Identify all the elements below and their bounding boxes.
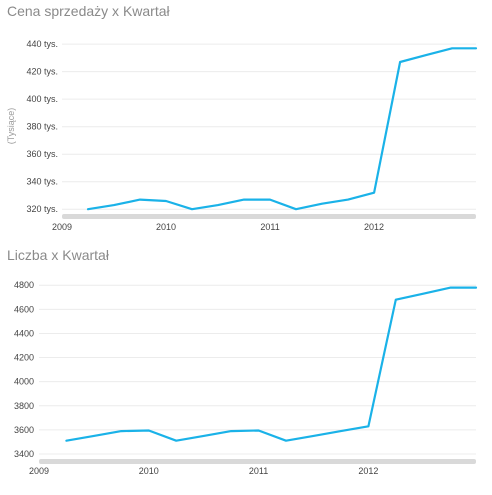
data-point[interactable] <box>319 201 325 207</box>
data-point[interactable] <box>146 427 152 433</box>
y-tick-label: 3800 <box>14 401 34 411</box>
data-point[interactable] <box>365 423 371 429</box>
chart-panel-sales-price: Cena sprzedaży x Kwartał 320 tys. 340 tys… <box>0 0 492 240</box>
data-point[interactable] <box>111 202 117 208</box>
chart-title: Cena sprzedaży x Kwartał <box>7 3 170 19</box>
data-point[interactable] <box>118 428 124 434</box>
data-point[interactable] <box>371 190 377 196</box>
data-point[interactable] <box>241 197 247 203</box>
data-point[interactable] <box>423 52 429 58</box>
data-point[interactable] <box>393 297 399 303</box>
x-axis-scrollbar[interactable] <box>39 459 476 464</box>
x-tick-label: 2009 <box>52 222 72 232</box>
x-axis-scrollbar[interactable] <box>62 214 476 219</box>
y-tick-label: 3400 <box>14 449 34 459</box>
y-tick-label: 3600 <box>14 425 34 435</box>
y-tick-label: 440 tys. <box>26 39 58 49</box>
y-tick-label: 4800 <box>14 280 34 290</box>
sales-price-chart: 320 tys. 340 tys. 360 tys. 380 tys. 400 tys.… <box>6 39 479 232</box>
y-tick-label: 400 tys. <box>26 94 58 104</box>
data-point[interactable] <box>345 197 351 203</box>
data-point[interactable] <box>228 428 234 434</box>
data-point[interactable] <box>201 433 207 439</box>
data-point[interactable] <box>420 291 426 297</box>
y-tick-label: 4400 <box>14 328 34 338</box>
y-tick-label: 420 tys. <box>26 67 58 77</box>
data-point[interactable] <box>397 59 403 65</box>
data-point[interactable] <box>310 433 316 439</box>
data-point[interactable] <box>91 433 97 439</box>
y-axis-title: (Tysiące) <box>6 108 16 145</box>
data-point[interactable] <box>293 206 299 212</box>
y-tick-label: 4200 <box>14 353 34 363</box>
data-point[interactable] <box>338 428 344 434</box>
data-point[interactable] <box>448 285 454 291</box>
x-tick-label: 2012 <box>358 466 378 476</box>
x-tick-label: 2009 <box>29 466 49 476</box>
data-point[interactable] <box>189 206 195 212</box>
y-tick-label: 380 tys. <box>26 122 58 132</box>
count-chart: 3400 3600 3800 4000 4200 4400 4600 4800 2009 2010… <box>14 280 479 476</box>
x-tick-label: 2011 <box>249 466 268 476</box>
y-tick-label: 320 tys. <box>26 204 58 214</box>
x-tick-label: 2011 <box>260 222 279 232</box>
data-point[interactable] <box>63 438 69 444</box>
data-point[interactable] <box>163 198 169 204</box>
y-tick-label: 4000 <box>14 377 34 387</box>
data-point[interactable] <box>267 197 273 203</box>
data-point[interactable] <box>449 45 455 51</box>
y-tick-label: 340 tys. <box>26 177 58 187</box>
data-point[interactable] <box>137 197 143 203</box>
data-point[interactable] <box>215 202 221 208</box>
data-point[interactable] <box>173 438 179 444</box>
chart-title: Liczba x Kwartał <box>7 247 109 263</box>
x-tick-label: 2010 <box>139 466 159 476</box>
chart-panel-count: Liczba x Kwartał 3400 3600 3800 4000 4200 440… <box>0 244 492 495</box>
y-tick-label: 4600 <box>14 304 34 314</box>
data-point[interactable] <box>256 427 262 433</box>
y-tick-label: 360 tys. <box>26 149 58 159</box>
series-line[interactable] <box>86 47 478 211</box>
data-point[interactable] <box>85 206 91 212</box>
x-tick-label: 2010 <box>156 222 176 232</box>
data-point[interactable] <box>283 438 289 444</box>
data-point[interactable] <box>473 45 479 51</box>
data-point[interactable] <box>473 285 479 291</box>
x-tick-label: 2012 <box>364 222 384 232</box>
series-line[interactable] <box>65 286 478 442</box>
